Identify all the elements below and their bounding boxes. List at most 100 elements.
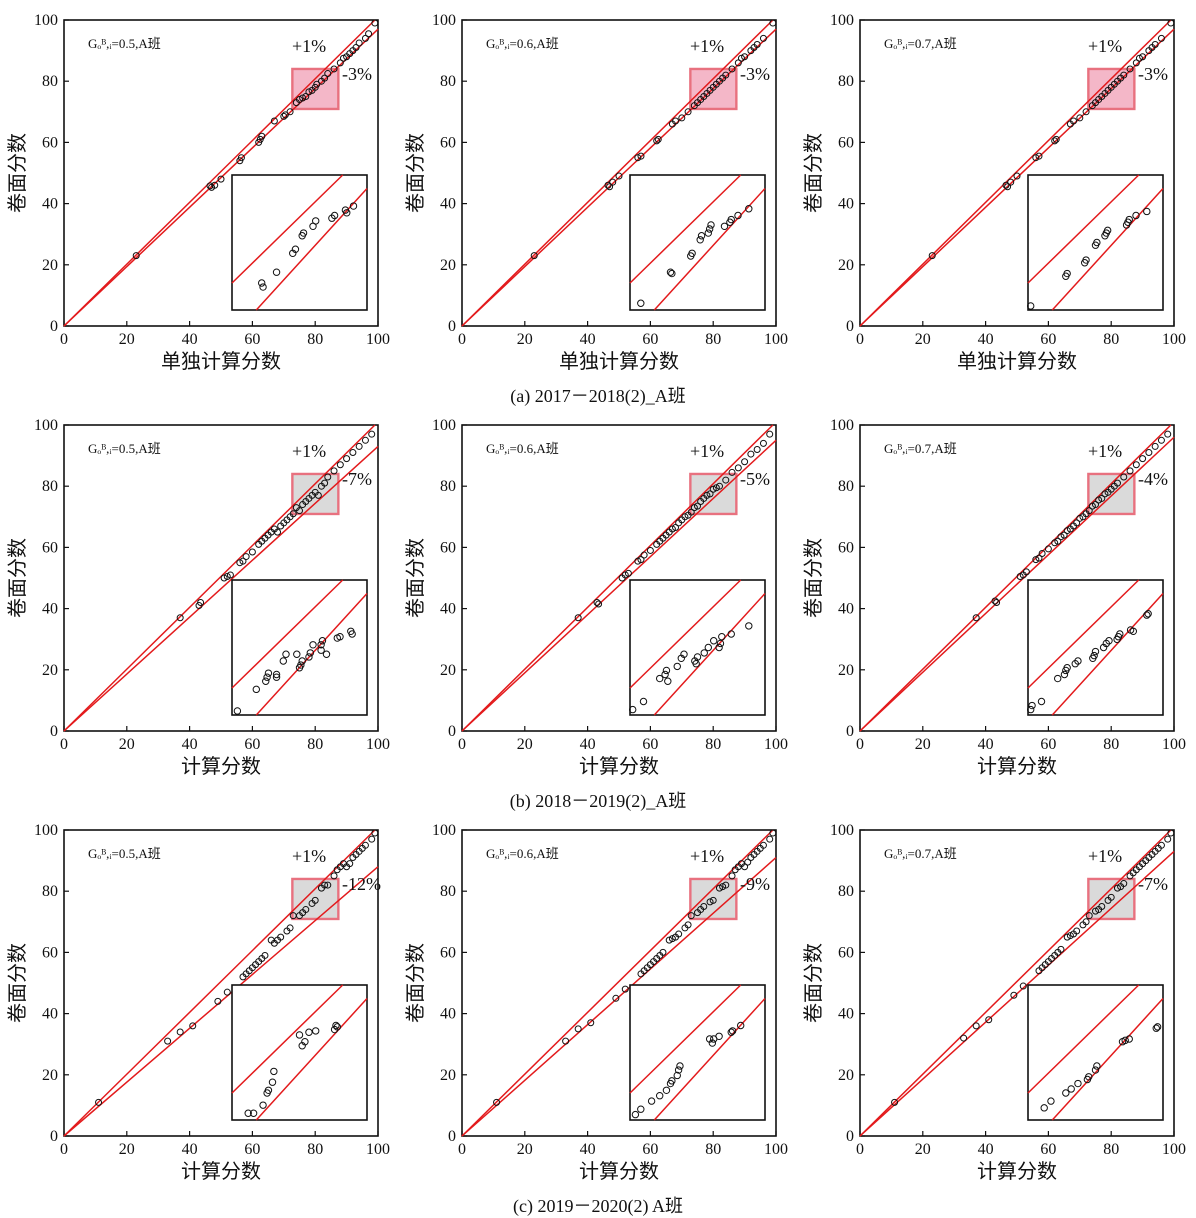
inset-data-point [704,643,712,652]
x-tick-label: 60 [1040,331,1056,348]
inset-data-point [1054,674,1062,683]
data-point [237,154,245,162]
data-point [242,553,250,561]
inset-data-point [312,1027,320,1035]
data-point [991,597,999,605]
upper-bound-label: +1% [690,846,724,866]
y-tick-label: 60 [838,944,854,961]
data-point [132,252,140,260]
inset-data-point [692,660,700,668]
x-tick-label: 20 [119,736,135,753]
upper-bound-label: +1% [292,36,326,56]
data-point [769,19,777,27]
inset-data-point [291,245,300,253]
plot-frame [859,829,1175,1137]
x-tick-label: 40 [580,1141,596,1158]
x-axis-label: 计算分数 [579,1159,659,1183]
y-tick-label: 60 [838,539,854,556]
upper-bound-label: +1% [690,36,724,56]
inset-data-point [282,650,290,658]
data-point [321,479,329,487]
inset-data-point [268,1078,277,1086]
data-point [722,71,730,79]
data-point [687,508,695,516]
x-tick-label: 80 [1103,736,1119,753]
inset-data-point [293,650,301,658]
data-point [694,502,701,510]
inset-data-point [322,650,331,658]
data-point [759,34,767,42]
data-point [1126,65,1134,73]
inset-data-point [727,630,735,638]
y-tick-label: 100 [432,417,456,434]
inset-data-point [1152,1024,1160,1032]
plot-frame [461,829,777,1137]
zoom-inset [231,579,368,716]
chart-panel-b2: 0 20 40 60 80 100 0 20 40 60 80 100 计算分数 卷面分数 Gₒᴮ,ᵢ=0.… [398,405,796,809]
data-point [606,183,614,191]
data-point [766,835,774,843]
inset-upper-line [629,174,742,284]
data-point [972,1022,980,1030]
x-tick-label: 0 [458,736,466,753]
plot-frame [461,424,777,732]
inset-data-point [662,666,671,675]
inset-data-point [279,657,287,665]
x-axis-label: 计算分数 [579,754,659,778]
y-axis-label: 卷面分数 [801,538,825,618]
data-point [640,551,648,559]
x-tick-label: 20 [517,1141,533,1158]
inset-data-point [680,650,688,658]
inset-data-point [270,1067,278,1076]
inset-lower-line [255,592,368,716]
x-tick-label: 60 [244,1141,260,1158]
inset-data-point [727,1028,735,1036]
y-tick-label: 20 [838,257,854,274]
data-point [1167,19,1175,27]
plot-frame [63,424,379,732]
inset-data-point [318,637,327,645]
inset-data-point [330,211,339,220]
plot-frame [63,829,379,1137]
data-point [574,614,582,622]
inset-data-point [349,202,358,210]
data-point [217,175,225,183]
lower-bound-line [461,28,777,327]
upper-bound-label: +1% [1088,846,1122,866]
inset-data-point [244,1109,252,1117]
inset-data-point [637,299,645,307]
inset-data-point [661,670,669,679]
inset-upper-line [1027,579,1140,689]
x-tick-label: 100 [366,1141,390,1158]
upper-bound-line [461,424,774,732]
inset-upper-line [629,579,742,689]
inset-data-point [1091,1066,1100,1074]
x-axis-label: 单独计算分数 [957,349,1077,373]
y-axis-label: 卷面分数 [801,133,825,213]
parameter-label: Gₒᴮ,ᵢ=0.7,A班 [884,36,957,51]
inset-frame [629,174,766,311]
y-tick-label: 80 [440,883,456,900]
data-point [270,117,278,125]
inset-data-point [674,1066,683,1074]
data-point [1022,568,1030,576]
data-point [1164,835,1172,843]
data-point [993,598,1001,606]
inset-data-point [1093,238,1101,247]
data-point [653,137,661,145]
data-point [1013,172,1021,180]
data-point [1167,829,1175,837]
data-point [741,458,749,466]
data-point [197,598,205,606]
y-tick-label: 60 [42,944,58,961]
data-point [214,997,222,1005]
inset-data-point [1027,705,1035,714]
y-tick-label: 20 [440,257,456,274]
inset-data-point [1103,226,1112,235]
inset-upper-line [231,174,344,284]
data-point [1073,519,1081,527]
y-tick-label: 80 [42,73,58,90]
inset-data-point [664,677,672,685]
parameter-label: Gₒᴮ,ᵢ=0.6,A班 [486,36,559,51]
data-point [274,528,282,536]
